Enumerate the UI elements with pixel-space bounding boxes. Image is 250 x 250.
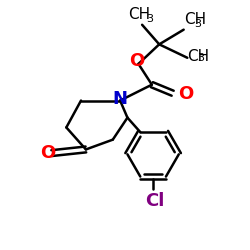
Text: O: O [178,86,193,103]
Text: 3: 3 [146,14,154,24]
Text: Cl: Cl [145,192,164,210]
Text: CH: CH [128,7,151,22]
Text: CH: CH [184,12,206,27]
Text: CH: CH [187,49,210,64]
Text: O: O [40,144,55,162]
Text: N: N [112,90,128,108]
Text: 3: 3 [194,19,201,29]
Text: 3: 3 [198,53,204,63]
Text: O: O [130,52,145,70]
